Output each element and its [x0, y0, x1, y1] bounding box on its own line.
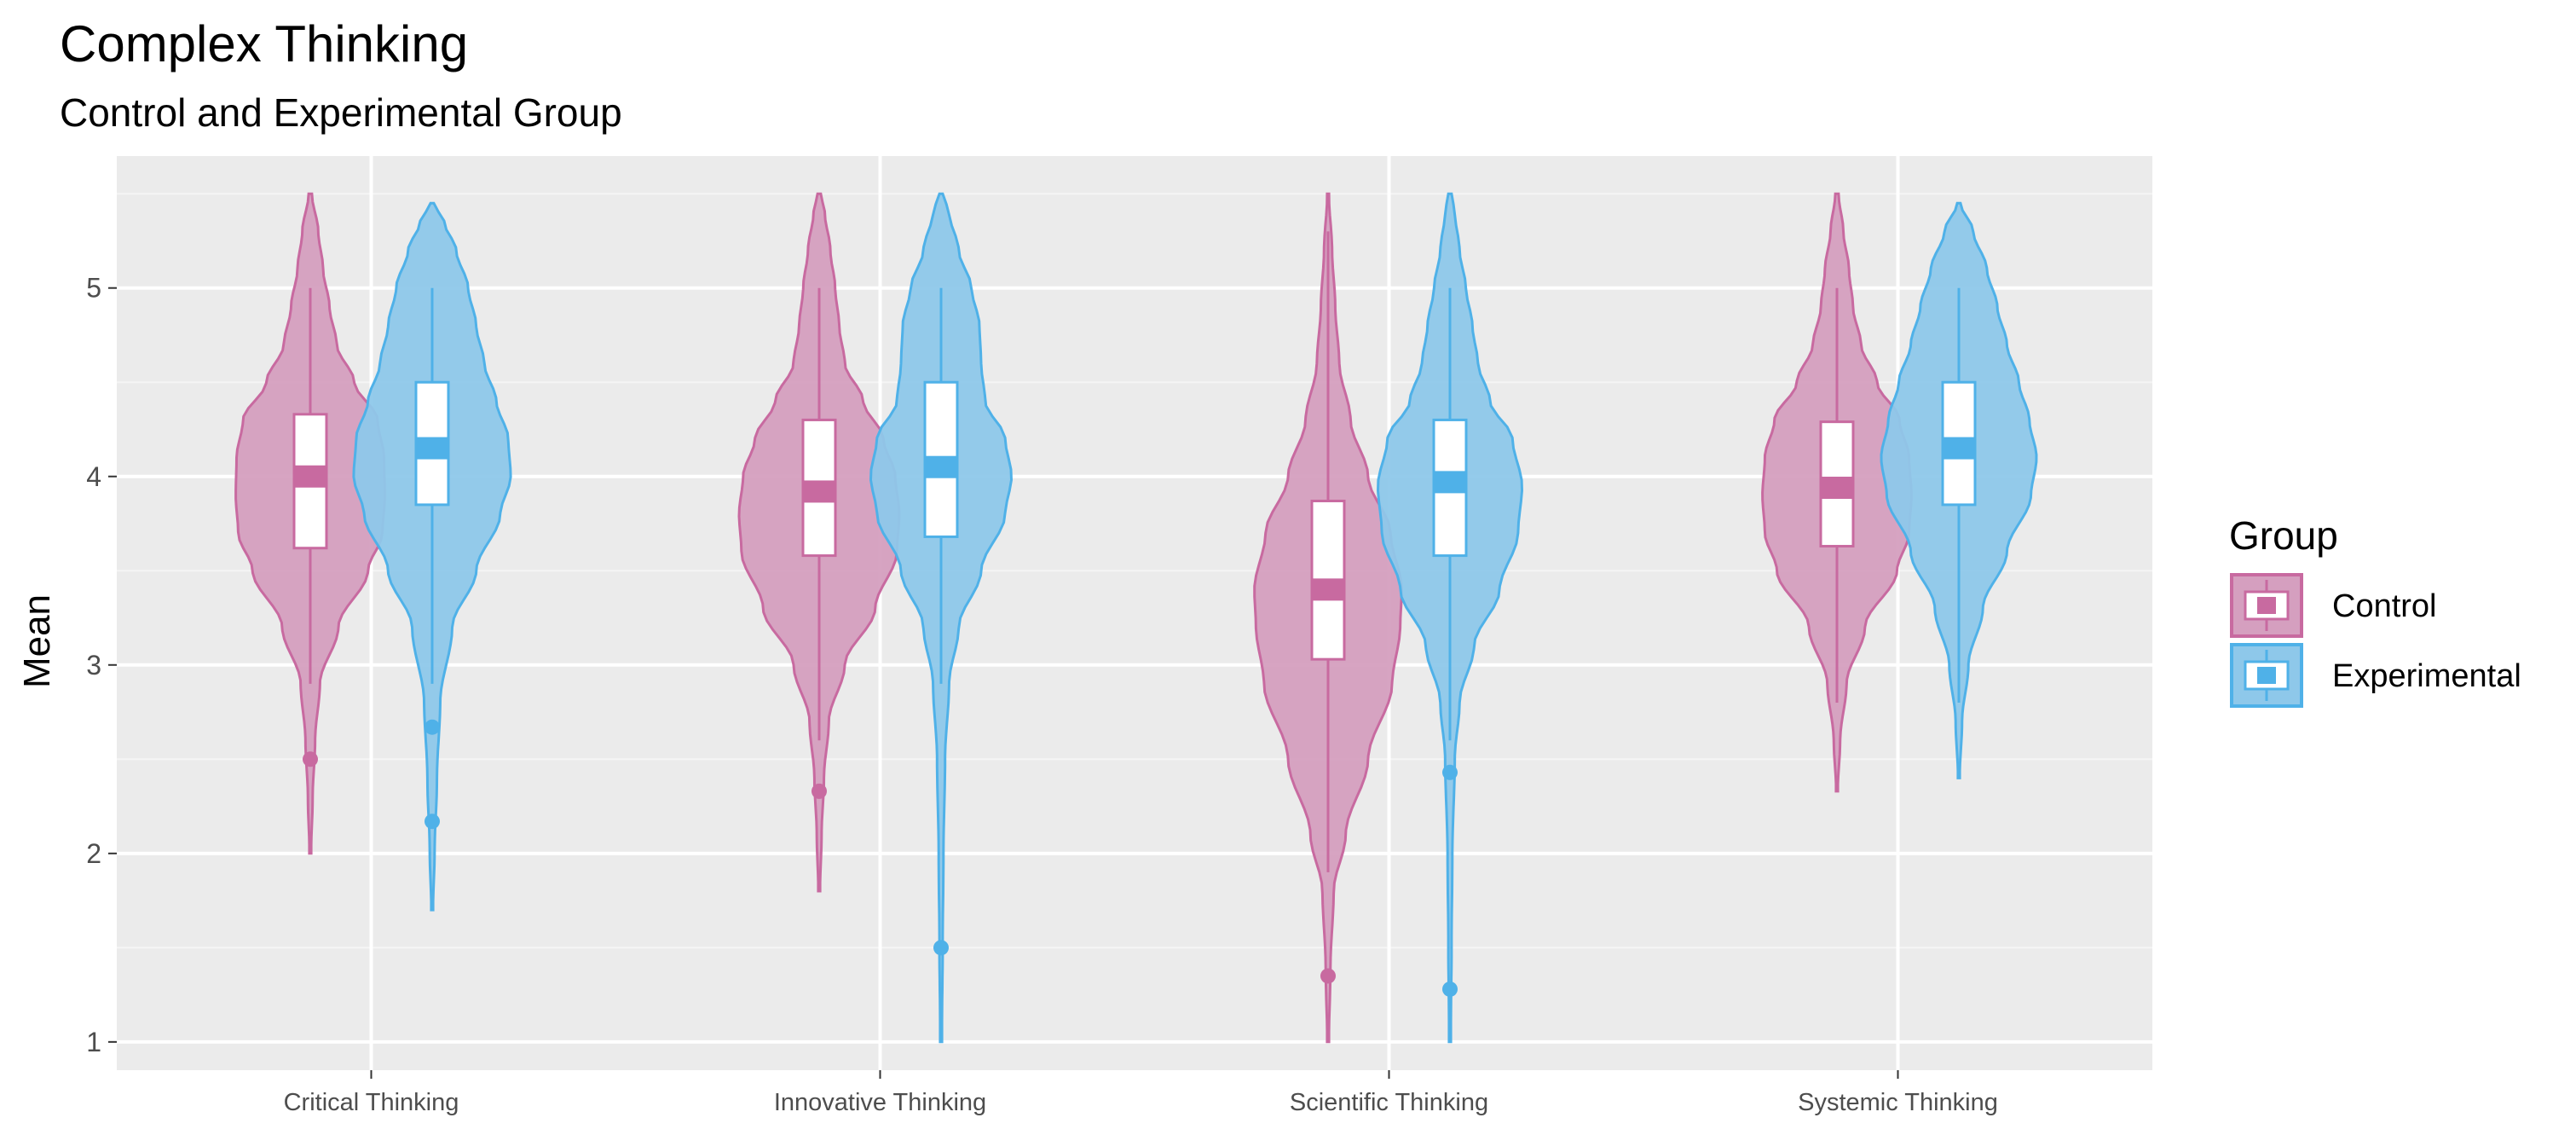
x-tick-label: Critical Thinking	[284, 1089, 459, 1116]
y-tick-label: 2	[86, 838, 101, 869]
violin-group-control	[1761, 192, 1913, 793]
violin-group-experimental	[352, 201, 512, 912]
median-marker	[294, 465, 326, 488]
y-axis-label: Mean	[16, 594, 58, 688]
x-tick-label: Systemic Thinking	[1798, 1089, 1998, 1116]
outlier-point	[425, 814, 440, 830]
median-marker	[1434, 471, 1466, 494]
legend-key-experimental: Experimental	[2230, 643, 2521, 708]
violin-group-control	[1253, 192, 1403, 1044]
outlier-point	[303, 751, 318, 767]
legend-key-control: Control	[2230, 573, 2437, 638]
violin-group-experimental	[1376, 192, 1524, 1044]
violin-group-control	[234, 192, 386, 855]
y-tick-label: 3	[86, 650, 101, 680]
violin-group-experimental	[869, 192, 1014, 1044]
outlier-point	[933, 940, 949, 956]
violin-group-experimental	[1880, 201, 2038, 779]
chart-title: Complex Thinking	[60, 15, 468, 72]
legend-title: Group	[2229, 513, 2338, 558]
median-marker	[925, 455, 957, 478]
violins-layer	[234, 192, 2038, 1044]
median-marker	[1821, 477, 1853, 500]
median-marker	[1312, 578, 1344, 601]
y-tick-label: 5	[86, 273, 101, 304]
chart-subtitle: Control and Experimental Group	[60, 90, 622, 135]
violin-group-control	[737, 192, 901, 893]
legend-median	[2257, 597, 2276, 614]
outlier-point	[1442, 981, 1458, 997]
median-marker	[1943, 437, 1975, 460]
x-tick-label: Innovative Thinking	[774, 1089, 986, 1116]
legend-label: Experimental	[2332, 658, 2521, 694]
legend-median	[2257, 667, 2276, 684]
outlier-point	[425, 719, 440, 735]
x-axis: Critical Thinking Innovative Thinking Scie…	[284, 1070, 1998, 1116]
x-tick-label: Scientific Thinking	[1290, 1089, 1488, 1116]
y-axis: 1 2 3 4 5	[86, 273, 117, 1057]
legend-keys: Control Experimental	[2230, 573, 2521, 708]
median-marker	[416, 437, 448, 460]
outlier-point	[1320, 968, 1336, 984]
outlier-point	[811, 783, 827, 799]
y-tick-label: 1	[86, 1027, 101, 1057]
legend-label: Control	[2332, 588, 2437, 624]
y-tick-label: 4	[86, 461, 101, 492]
outlier-point	[1442, 764, 1458, 780]
legend: Group Control Experimental	[2229, 513, 2521, 708]
median-marker	[803, 480, 835, 503]
